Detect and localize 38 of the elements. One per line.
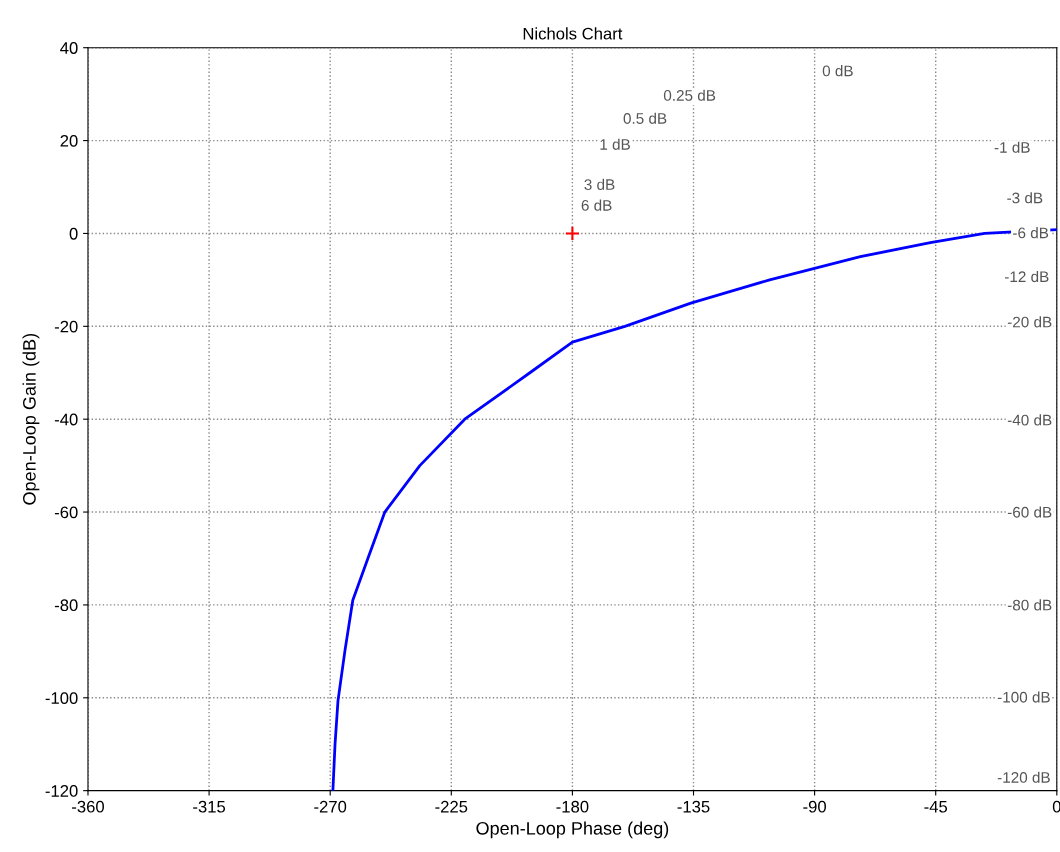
annotation: -80 dB xyxy=(1007,599,1052,611)
y-tick-label: -60 xyxy=(54,506,78,519)
y-tick-label: -100 xyxy=(45,692,78,704)
x-tick-label: -45 xyxy=(924,800,948,813)
line-series xyxy=(331,228,1057,791)
annotation: -6 dB xyxy=(1013,227,1049,239)
y-axis-title: Open-Loop Gain (dB) xyxy=(22,333,40,505)
annotation: -12 dB xyxy=(1004,270,1049,283)
annotation: 6 dB xyxy=(581,199,612,211)
y-tick-label: 0 xyxy=(69,227,78,240)
annotation: 0.5 dB xyxy=(623,112,667,124)
x-tick-label: 0 xyxy=(1052,800,1060,813)
x-tick-label: -360 xyxy=(72,800,105,813)
annotation: -40 dB xyxy=(1007,414,1052,426)
annotation: -100 dB xyxy=(997,691,1050,703)
x-tick-label: -90 xyxy=(803,800,826,813)
annotation: 3 dB xyxy=(584,178,615,190)
annotation: -120 dB xyxy=(997,771,1050,783)
annotation: -3 dB xyxy=(1007,192,1043,204)
y-tick-label: -20 xyxy=(54,320,78,333)
annotation: -1 dB xyxy=(994,141,1030,153)
x-tick-label: -180 xyxy=(556,800,589,813)
y-tick-label: -80 xyxy=(54,599,78,612)
x-tick-label: -135 xyxy=(677,800,710,813)
annotation: -60 dB xyxy=(1007,506,1052,518)
x-tick-label: -225 xyxy=(435,800,468,813)
annotation: 0 dB xyxy=(822,65,853,77)
chart-title: Nichols Chart xyxy=(523,27,623,40)
y-tick-label: -40 xyxy=(54,413,78,426)
y-tick-label: 40 xyxy=(60,42,78,54)
y-tick-label: 20 xyxy=(60,134,78,147)
annotation: -20 dB xyxy=(1007,316,1052,328)
x-tick-label: -270 xyxy=(314,800,347,813)
y-tick-label: -120 xyxy=(45,785,78,797)
x-tick-label: -315 xyxy=(193,800,226,813)
annotation: 0.25 dB xyxy=(663,89,716,101)
annotation: 1 dB xyxy=(600,138,630,150)
x-axis-title: Open-Loop Phase (deg) xyxy=(476,821,669,839)
